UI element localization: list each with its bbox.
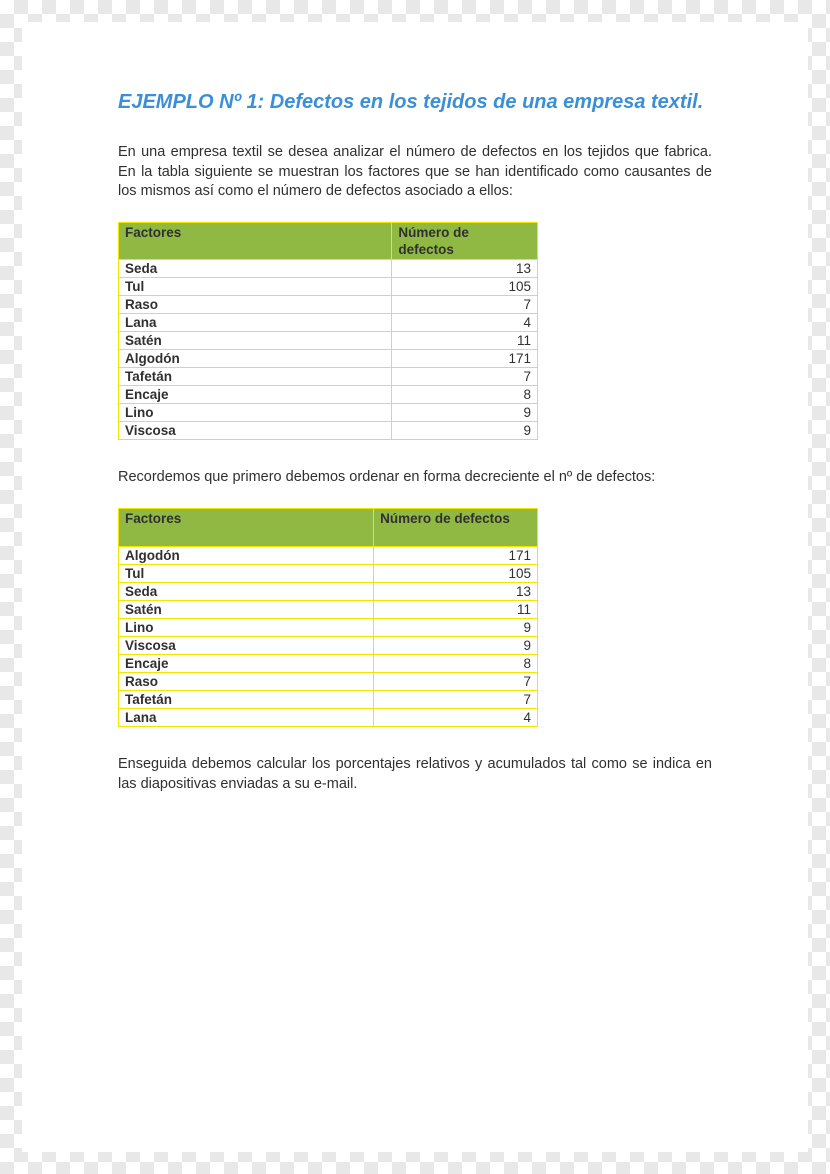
table-row: Lana4 xyxy=(119,708,538,726)
closing-paragraph: Enseguida debemos calcular los porcentaj… xyxy=(118,755,712,794)
table-row: Raso7 xyxy=(119,296,538,314)
page-title: EJEMPLO Nº 1: Defectos en los tejidos de… xyxy=(118,90,712,115)
table-row: Satén11 xyxy=(119,600,538,618)
table-row: Encaje8 xyxy=(119,386,538,404)
cell-value: 105 xyxy=(374,564,538,582)
defects-table-original: FactoresNúmero dedefectosSeda13Tul105Ras… xyxy=(118,222,538,441)
cell-value: 9 xyxy=(392,422,538,440)
cell-factor: Raso xyxy=(119,296,392,314)
cell-factor: Encaje xyxy=(119,654,374,672)
cell-factor: Tul xyxy=(119,278,392,296)
cell-factor: Algodón xyxy=(119,350,392,368)
table-row: Lana4 xyxy=(119,314,538,332)
cell-factor: Seda xyxy=(119,260,392,278)
intro-paragraph: En una empresa textil se desea analizar … xyxy=(118,143,712,202)
table-row: Tul105 xyxy=(119,564,538,582)
cell-factor: Viscosa xyxy=(119,636,374,654)
cell-value: 7 xyxy=(374,690,538,708)
table-row: Tul105 xyxy=(119,278,538,296)
table-row: Viscosa9 xyxy=(119,422,538,440)
table-row: Lino9 xyxy=(119,404,538,422)
col-header-numero: Número de defectos xyxy=(374,508,538,546)
cell-factor: Tul xyxy=(119,564,374,582)
cell-value: 7 xyxy=(392,368,538,386)
cell-value: 171 xyxy=(392,350,538,368)
table-row: Lino9 xyxy=(119,618,538,636)
cell-value: 9 xyxy=(374,636,538,654)
table-row: Tafetán7 xyxy=(119,368,538,386)
mid-paragraph: Recordemos que primero debemos ordenar e… xyxy=(118,468,712,488)
cell-factor: Lana xyxy=(119,708,374,726)
col-header-factores: Factores xyxy=(119,508,374,546)
table-row: Encaje8 xyxy=(119,654,538,672)
defects-table-sorted: FactoresNúmero de defectosAlgodón171Tul1… xyxy=(118,508,538,727)
cell-value: 4 xyxy=(392,314,538,332)
cell-factor: Satén xyxy=(119,600,374,618)
cell-factor: Encaje xyxy=(119,386,392,404)
cell-factor: Tafetán xyxy=(119,690,374,708)
col-header-numero: Número de xyxy=(392,222,538,242)
col-header-factores: Factores xyxy=(119,222,392,260)
cell-factor: Viscosa xyxy=(119,422,392,440)
cell-value: 8 xyxy=(374,654,538,672)
cell-value: 171 xyxy=(374,546,538,564)
cell-factor: Satén xyxy=(119,332,392,350)
document-page: EJEMPLO Nº 1: Defectos en los tejidos de… xyxy=(22,22,808,1152)
table-row: Viscosa9 xyxy=(119,636,538,654)
cell-value: 4 xyxy=(374,708,538,726)
cell-value: 9 xyxy=(374,618,538,636)
cell-value: 7 xyxy=(392,296,538,314)
table-row: Seda13 xyxy=(119,260,538,278)
col-header-numero-2: defectos xyxy=(392,243,538,260)
table-row: Algodón171 xyxy=(119,546,538,564)
cell-factor: Seda xyxy=(119,582,374,600)
table-row: Tafetán7 xyxy=(119,690,538,708)
table-row: Satén11 xyxy=(119,332,538,350)
cell-value: 8 xyxy=(392,386,538,404)
cell-value: 11 xyxy=(374,600,538,618)
table-row: Seda13 xyxy=(119,582,538,600)
cell-factor: Lana xyxy=(119,314,392,332)
cell-value: 11 xyxy=(392,332,538,350)
table-row: Raso7 xyxy=(119,672,538,690)
cell-factor: Lino xyxy=(119,618,374,636)
cell-value: 105 xyxy=(392,278,538,296)
cell-factor: Raso xyxy=(119,672,374,690)
table-row: Algodón171 xyxy=(119,350,538,368)
cell-value: 13 xyxy=(374,582,538,600)
cell-value: 7 xyxy=(374,672,538,690)
cell-factor: Lino xyxy=(119,404,392,422)
cell-value: 13 xyxy=(392,260,538,278)
cell-factor: Tafetán xyxy=(119,368,392,386)
cell-value: 9 xyxy=(392,404,538,422)
cell-factor: Algodón xyxy=(119,546,374,564)
